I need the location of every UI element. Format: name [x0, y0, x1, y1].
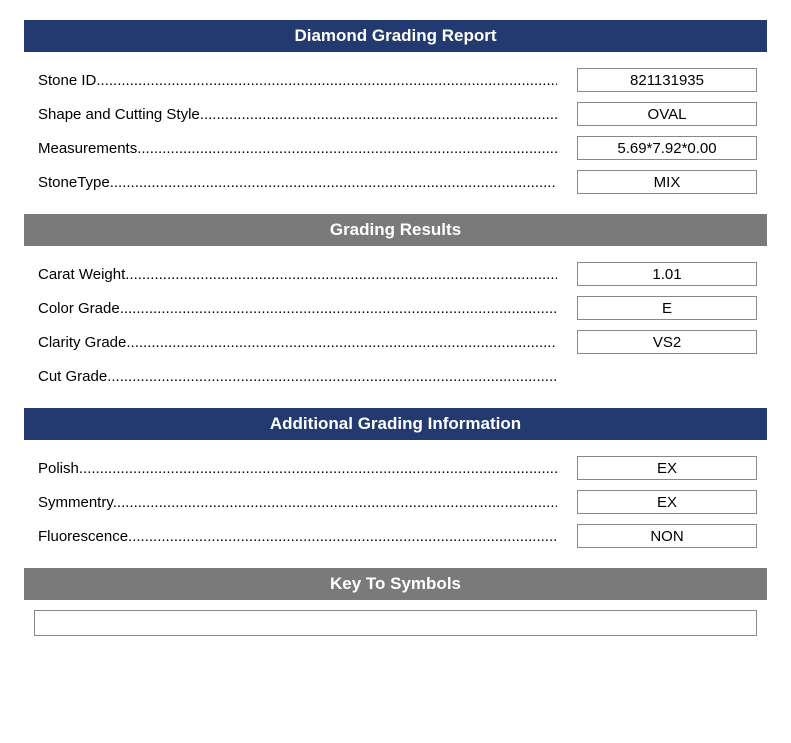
- label-text: Cut Grade: [38, 368, 107, 385]
- row-polish: Polish EX: [38, 456, 757, 480]
- label-fluorescence: Fluorescence: [38, 528, 557, 545]
- rows-grading: Carat Weight 1.01 Color Grade E Clarity …: [24, 246, 767, 408]
- value-shape: OVAL: [577, 102, 757, 126]
- label-shape: Shape and Cutting Style: [38, 106, 557, 123]
- row-shape: Shape and Cutting Style OVAL: [38, 102, 757, 126]
- label-clarity-grade: Clarity Grade: [38, 334, 557, 351]
- symbols-box: [34, 610, 757, 636]
- row-stone-id: Stone ID 821131935: [38, 68, 757, 92]
- label-cut-grade: Cut Grade: [38, 368, 557, 385]
- row-measurements: Measurements 5.69*7.92*0.00: [38, 136, 757, 160]
- section-header-main: Diamond Grading Report: [24, 20, 767, 52]
- label-polish: Polish: [38, 460, 557, 477]
- rows-additional: Polish EX Symmentry EX Fluorescence NON: [24, 440, 767, 568]
- label-text: StoneType: [38, 174, 110, 191]
- label-color-grade: Color Grade: [38, 300, 557, 317]
- label-text: Polish: [38, 460, 79, 477]
- value-stonetype: MIX: [577, 170, 757, 194]
- section-header-grading: Grading Results: [24, 214, 767, 246]
- section-header-additional: Additional Grading Information: [24, 408, 767, 440]
- label-text: Stone ID: [38, 72, 96, 89]
- value-cut-grade: [577, 364, 757, 388]
- value-color-grade: E: [577, 296, 757, 320]
- label-symmetry: Symmentry: [38, 494, 557, 511]
- label-text: Shape and Cutting Style: [38, 106, 200, 123]
- value-measurements: 5.69*7.92*0.00: [577, 136, 757, 160]
- label-measurements: Measurements: [38, 140, 557, 157]
- value-symmetry: EX: [577, 490, 757, 514]
- label-text: Measurements: [38, 140, 137, 157]
- label-text: Fluorescence: [38, 528, 128, 545]
- label-text: Color Grade: [38, 300, 120, 317]
- row-stonetype: StoneType MIX: [38, 170, 757, 194]
- label-text: Carat Weight: [38, 266, 125, 283]
- row-carat-weight: Carat Weight 1.01: [38, 262, 757, 286]
- row-cut-grade: Cut Grade: [38, 364, 757, 388]
- label-text: Clarity Grade: [38, 334, 126, 351]
- value-stone-id: 821131935: [577, 68, 757, 92]
- label-stone-id: Stone ID: [38, 72, 557, 89]
- value-carat-weight: 1.01: [577, 262, 757, 286]
- row-clarity-grade: Clarity Grade VS2: [38, 330, 757, 354]
- value-fluorescence: NON: [577, 524, 757, 548]
- row-color-grade: Color Grade E: [38, 296, 757, 320]
- label-carat-weight: Carat Weight: [38, 266, 557, 283]
- section-header-symbols: Key To Symbols: [24, 568, 767, 600]
- rows-main: Stone ID 821131935 Shape and Cutting Sty…: [24, 52, 767, 214]
- value-polish: EX: [577, 456, 757, 480]
- row-fluorescence: Fluorescence NON: [38, 524, 757, 548]
- value-clarity-grade: VS2: [577, 330, 757, 354]
- label-text: Symmentry: [38, 494, 113, 511]
- label-stonetype: StoneType: [38, 174, 557, 191]
- row-symmetry: Symmentry EX: [38, 490, 757, 514]
